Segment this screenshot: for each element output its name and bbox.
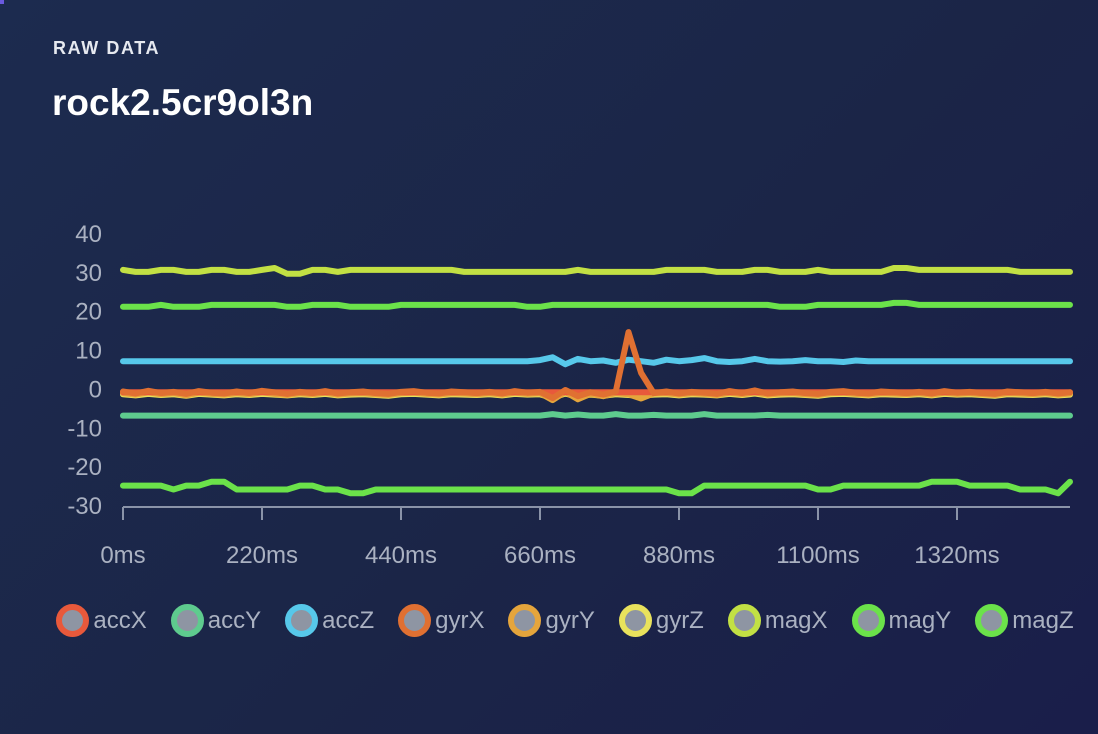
legend-item-gyrY[interactable]: gyrY	[508, 604, 595, 637]
y-tick-label: -20	[67, 454, 102, 481]
series-line-magY	[120, 478, 1073, 497]
y-tick-label: 0	[89, 376, 102, 403]
y-tick-label: -30	[67, 493, 102, 520]
legend-item-accZ[interactable]: accZ	[285, 604, 374, 637]
legend-swatch-icon	[618, 604, 652, 637]
legend-swatch-icon	[56, 604, 90, 637]
series-line-accZ	[120, 354, 1073, 368]
legend-swatch-icon	[398, 604, 432, 637]
page-title: rock2.5cr9ol3n	[52, 82, 314, 123]
legend-item-gyrX[interactable]: gyrX	[398, 604, 484, 637]
x-tick-label: 440ms	[365, 542, 437, 569]
legend-swatch-icon	[975, 604, 1009, 637]
legend-item-magY[interactable]: magY	[851, 604, 952, 637]
legend-label: gyrZ	[655, 606, 704, 634]
legend-swatch-icon	[851, 604, 885, 637]
y-tick-label: 20	[75, 299, 102, 326]
series-line-accY	[120, 411, 1073, 419]
chart-legend: accX accY accZ gyrX gyrY gyrZ magX magY magZ	[40, 604, 1090, 637]
legend-swatch-icon	[285, 604, 319, 637]
series-line-gyrX	[120, 329, 1073, 402]
series-line-magZ	[120, 299, 1073, 310]
legend-label: accY	[207, 606, 262, 634]
y-tick-label: -10	[67, 415, 102, 442]
y-tick-label: 30	[75, 260, 102, 287]
y-axis: 40 30 20 10 0 -10 -20 -30	[67, 221, 102, 520]
legend-label: magX	[764, 606, 828, 634]
legend-swatch-icon	[727, 604, 761, 637]
legend-item-magZ[interactable]: magZ	[975, 604, 1074, 637]
legend-swatch-icon	[508, 604, 542, 637]
legend-item-accX[interactable]: accX	[56, 604, 147, 637]
legend-label: gyrY	[545, 606, 595, 634]
line-chart: 40 30 20 10 0 -10 -20 -30 0ms 220ms 440ms 660ms 880…	[67, 221, 1073, 569]
x-tick-label: 220ms	[226, 542, 298, 569]
y-tick-label: 40	[75, 221, 102, 248]
x-tick-label: 0ms	[100, 542, 145, 569]
legend-item-accY[interactable]: accY	[170, 604, 262, 637]
legend-label: magY	[888, 606, 952, 634]
series-line-magX	[120, 265, 1073, 277]
x-tick-label: 1320ms	[914, 542, 999, 569]
legend-swatch-icon	[170, 604, 204, 637]
y-tick-label: 10	[75, 338, 102, 365]
legend-label: gyrX	[435, 606, 485, 634]
series-layer	[120, 265, 1073, 497]
legend-item-gyrZ[interactable]: gyrZ	[618, 604, 704, 637]
section-label: RAW DATA	[53, 38, 161, 58]
legend-label: accZ	[322, 606, 375, 634]
legend-label: accX	[93, 606, 147, 634]
x-tick-label: 660ms	[504, 542, 576, 569]
corner-accent	[0, 0, 4, 4]
legend-label: magZ	[1012, 606, 1074, 634]
x-axis: 0ms 220ms 440ms 660ms 880ms 1100ms 1320ms	[100, 506, 1070, 569]
x-tick-label: 880ms	[643, 542, 715, 569]
x-tick-label: 1100ms	[776, 542, 860, 569]
legend-item-magX[interactable]: magX	[727, 604, 828, 637]
